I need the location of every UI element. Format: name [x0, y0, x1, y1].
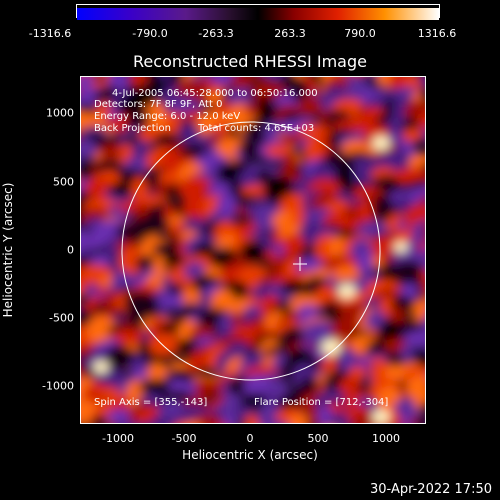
heatmap-blob: [326, 85, 347, 100]
heatmap-blob: [118, 246, 144, 277]
heatmap-hotspot: [338, 283, 356, 299]
heatmap-blob: [298, 96, 323, 117]
colorbar-label-4: 790.0: [344, 27, 376, 40]
heatmap-blob: [128, 422, 145, 423]
heatmap-blob: [421, 131, 425, 143]
heatmap-blob: [390, 260, 425, 288]
detectors-text: Detectors: 7F 8F 9F, Att 0: [94, 99, 223, 110]
heatmap-hotspot: [372, 409, 390, 423]
heatmap-blob: [421, 317, 425, 334]
heatmap-blob: [287, 414, 313, 423]
x-tick-label: -500: [171, 432, 197, 445]
heatmap-hotspot: [321, 339, 341, 355]
colorbar-label-5: 1316.6: [417, 27, 457, 40]
heatmap-blob: [420, 269, 425, 282]
colorbar-label-1: -790.0: [132, 27, 168, 40]
spin-axis-cross: [293, 257, 307, 271]
heatmap-blob: [194, 378, 212, 402]
y-tick-label: 1000: [46, 106, 74, 120]
colorbar-label-0: -1316.6: [28, 27, 72, 40]
colorbar-label-2: -263.3: [198, 27, 234, 40]
heatmap-blob: [258, 96, 275, 126]
rhessi-image-plot: [80, 76, 426, 424]
timestamp: 30-Apr-2022 17:50: [370, 482, 492, 497]
y-tick-label: 0: [67, 243, 74, 257]
heatmap-blob: [135, 255, 157, 271]
spin-axis-text: Spin Axis = [355,-143]: [94, 397, 208, 408]
x-tick-label: 1000: [372, 432, 400, 445]
heatmap-blob: [201, 416, 224, 423]
y-tick-label: 500: [53, 175, 74, 189]
x-tick-label: 500: [307, 432, 329, 445]
heatmap-blob: [422, 279, 425, 297]
heatmap-blob: [422, 80, 425, 88]
colorbar-label-3: 263.3: [274, 27, 306, 40]
heatmap-blob: [239, 240, 267, 263]
heatmap-blob: [138, 379, 173, 395]
flare-position-text: Flare Position = [712,-304]: [254, 397, 389, 408]
heatmap-hotspot: [372, 135, 390, 151]
x-axis-label: Heliocentric X (arcsec): [182, 448, 318, 462]
heatmap-blob: [158, 170, 184, 185]
x-tick-label: 0: [246, 432, 254, 445]
heatmap-blob: [129, 77, 148, 86]
heatmap-blob: [412, 297, 425, 327]
y-axis-label: Heliocentric Y (arcsec): [1, 182, 15, 318]
heatmap-blob: [238, 138, 265, 159]
heatmap-blob: [243, 414, 261, 423]
heatmap-blob: [86, 315, 118, 345]
heatmap-hotspot: [394, 241, 408, 253]
time-range-text: 4-Jul-2005 06:45:28.000 to 06:50:16.000: [112, 88, 318, 99]
heatmap-blob: [263, 420, 287, 423]
heatmap-blob: [352, 421, 369, 423]
colorbar: [76, 4, 440, 20]
heatmap-blob: [317, 406, 334, 423]
heatmap-blob: [163, 252, 184, 267]
method-text: Back Projection: [94, 123, 171, 134]
total-counts-text: Total counts: 4.65E+03: [198, 123, 315, 134]
heatmap-blob: [81, 138, 98, 160]
heatmap-blobs: [81, 77, 425, 423]
heatmap-blob: [264, 144, 292, 158]
heatmap-blob: [131, 176, 148, 202]
heatmap-canvas: [81, 77, 425, 423]
heatmap-blob: [338, 347, 358, 372]
heatmap-blob: [402, 128, 425, 143]
heatmap-hotspot: [93, 360, 109, 374]
heatmap-blob: [154, 132, 179, 148]
y-tick-label: -1000: [42, 379, 74, 393]
heatmap-blob: [415, 415, 425, 423]
colorbar-gradient: [77, 8, 439, 20]
heatmap-blob: [91, 414, 108, 423]
heatmap-blob: [131, 139, 149, 160]
heatmap-blob: [416, 113, 425, 129]
solar-limb-circle: [121, 121, 381, 381]
heatmap-blob: [148, 415, 179, 423]
y-tick-label: -500: [49, 311, 74, 325]
heatmap-blob: [321, 357, 339, 373]
heatmap-blob: [356, 252, 375, 275]
image-title: Reconstructed RHESSI Image: [133, 52, 367, 71]
heatmap-blob: [411, 219, 425, 244]
heatmap-blob: [423, 225, 425, 238]
heatmap-blob: [110, 328, 145, 346]
heatmap-blob: [393, 194, 413, 212]
heatmap-blob: [186, 352, 205, 373]
x-tick-label: -1000: [102, 432, 134, 445]
heatmap-blob: [420, 402, 425, 413]
energy-range-text: Energy Range: 6.0 - 12.0 keV: [94, 111, 241, 122]
